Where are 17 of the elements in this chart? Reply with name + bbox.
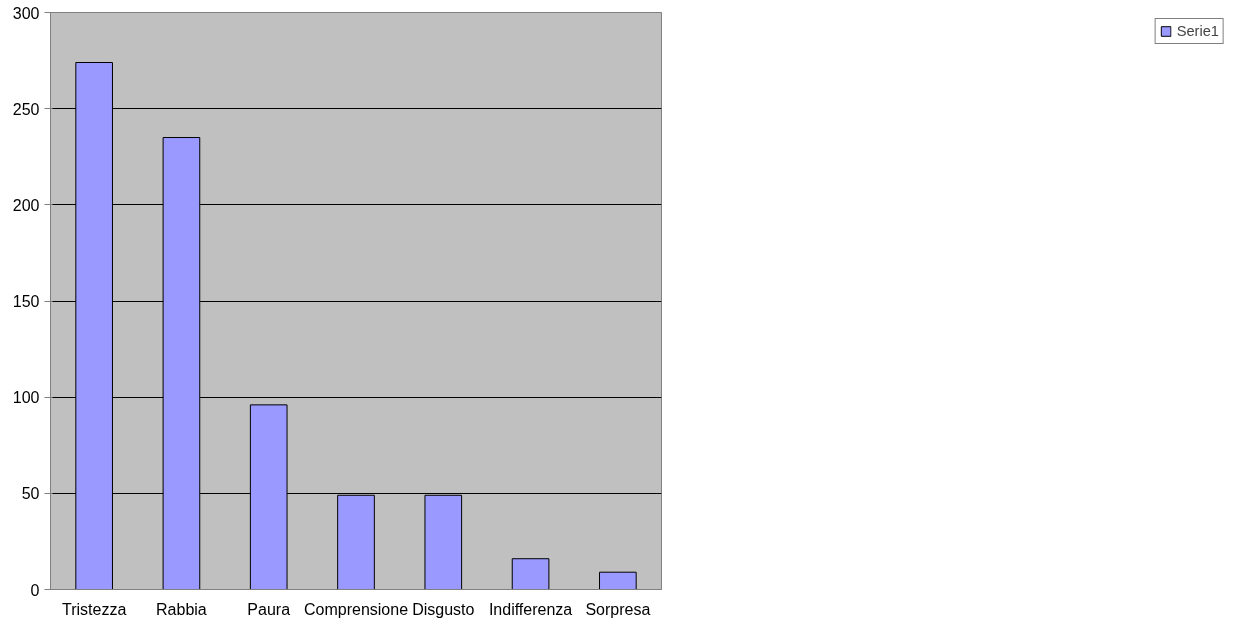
y-tick-label: 0 <box>30 581 40 599</box>
bar <box>511 558 550 590</box>
x-tick-label: Sorpresa <box>585 600 651 618</box>
y-tick-label: 50 <box>21 485 40 503</box>
x-tick-label: Disgusto <box>412 600 475 618</box>
y-tick-label: 200 <box>12 196 40 214</box>
x-tick-label: Rabbia <box>156 600 207 618</box>
y-tick-label: 250 <box>12 100 40 118</box>
y-tick-label: 300 <box>12 4 40 22</box>
x-tick-label: Tristezza <box>61 600 127 618</box>
x-tick-label: Comprensione <box>303 600 409 618</box>
y-tick-label: 100 <box>12 389 40 407</box>
legend-label: Serie1 <box>1176 23 1219 39</box>
bar <box>599 571 637 590</box>
y-tick-label: 150 <box>12 293 40 310</box>
x-tick-label: Indifferenza <box>488 600 573 618</box>
x-tick-label: Paura <box>247 600 291 618</box>
